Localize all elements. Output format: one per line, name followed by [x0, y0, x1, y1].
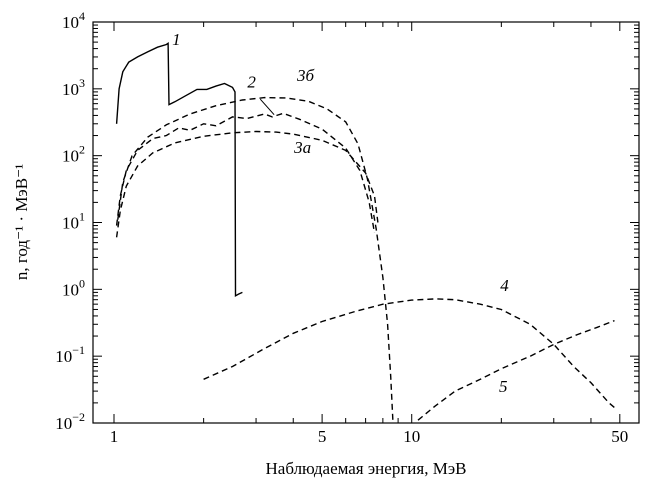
curve-3а: [115, 130, 379, 238]
curve-5: [417, 319, 615, 421]
y-tick-label: 104: [62, 9, 85, 32]
x-tick-label: 5: [318, 427, 327, 446]
curve-1: [115, 41, 243, 297]
axis-ticks: [93, 21, 639, 424]
y-axis-title: n, год⁻¹ · МэВ⁻¹: [12, 164, 31, 280]
plot-frame: [92, 21, 640, 424]
curve-label-2: 2: [247, 72, 256, 91]
x-tick-label: 10: [403, 427, 420, 446]
curve-label-3б: 3б: [296, 66, 315, 85]
y-tick-label: 10−2: [55, 410, 85, 433]
curve-4: [203, 298, 615, 409]
curve-3б: [117, 96, 394, 424]
y-tick-label: 102: [62, 143, 85, 166]
curve-label-3а: 3а: [293, 138, 311, 157]
y-tick-label: 103: [62, 76, 85, 99]
label-pointer: [259, 98, 275, 116]
y-tick-label: 100: [62, 276, 85, 299]
tick-labels: 1 5 10 50 10−2 10−1 100 101 102 103 104: [55, 9, 628, 446]
curve-labels: 1 2 3а 3б 4 5: [172, 30, 509, 396]
x-axis-title: Наблюдаемая энергия, МэВ: [266, 459, 467, 478]
y-tick-label: 101: [62, 210, 85, 233]
x-tick-label: 1: [110, 427, 119, 446]
curve-2: [115, 112, 376, 234]
curves: [115, 41, 615, 424]
curve-label-5: 5: [499, 377, 508, 396]
y-tick-label: 10−1: [55, 343, 85, 366]
curve-label-1: 1: [172, 30, 181, 49]
curve-label-4: 4: [500, 276, 509, 295]
x-tick-label: 50: [611, 427, 628, 446]
